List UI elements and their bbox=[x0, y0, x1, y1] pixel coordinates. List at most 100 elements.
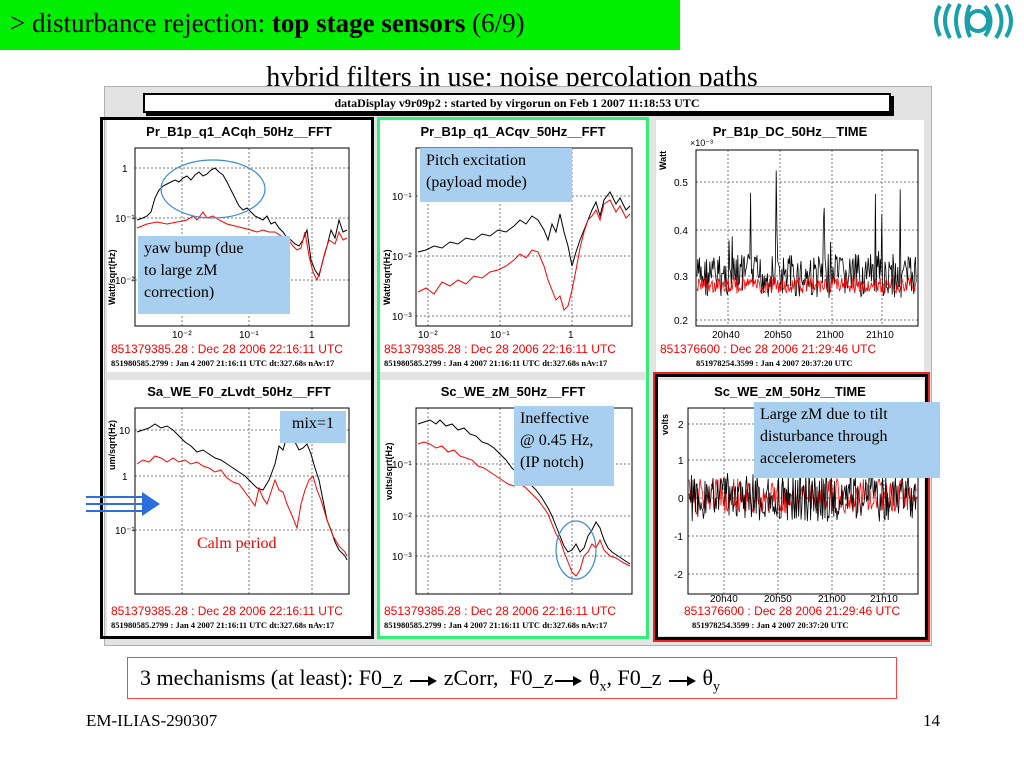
header-bar bbox=[0, 0, 680, 50]
frame-green-middle bbox=[377, 117, 649, 639]
x-tick: 10⁻¹ bbox=[490, 330, 510, 341]
title-bold: top stage sensors bbox=[271, 8, 466, 38]
y-tick: 10⁻² bbox=[392, 252, 412, 263]
y-tick: 10⁻² bbox=[115, 276, 135, 287]
page-number: 14 bbox=[923, 711, 940, 730]
plot-panel-3: Pr_B1p_DC_50Hz__TIME Watt ×10⁻³ 0.5 0.4 … bbox=[656, 120, 924, 372]
y-multiplier: ×10⁻³ bbox=[690, 138, 713, 148]
note-ineffective: Ineffective @ 0.45 Hz, (IP notch) bbox=[514, 406, 614, 486]
panel-title: Sa_WE_F0_zLvdt_50Hz__FFT bbox=[147, 384, 331, 399]
panel-footer-red: 851376600 : Dec 28 2006 21:29:46 UTC bbox=[660, 342, 877, 356]
panel-footer-black: 851980585.2799 : Jan 4 2007 21:16:11 UTC… bbox=[111, 620, 335, 630]
x-tick: 20h40 bbox=[712, 330, 740, 341]
note-line: correction) bbox=[144, 284, 215, 301]
y-tick: 10⁻¹ bbox=[115, 214, 135, 225]
arrow-right-icon bbox=[553, 660, 583, 700]
y-tick: 1 bbox=[122, 472, 128, 483]
y-axis-label: volts/sqrt(Hz) bbox=[384, 442, 394, 500]
y-tick: 0 bbox=[678, 494, 684, 505]
panel-title: Pr_B1p_q1_ACqv_50Hz__FFT bbox=[420, 124, 606, 139]
note-line: yaw bump (due bbox=[144, 240, 244, 257]
note-line: (payload mode) bbox=[426, 174, 527, 191]
note-line: Ineffective bbox=[520, 410, 589, 427]
x-tick: 1 bbox=[568, 330, 574, 341]
mech-target: θ bbox=[588, 665, 600, 690]
x-tick: 21h00 bbox=[818, 594, 846, 605]
y-axis-label: Watt/sqrt(Hz) bbox=[382, 249, 392, 305]
frame-black-left bbox=[100, 117, 374, 639]
panel-footer-black: 851978254.3599 : Jan 4 2007 20:37:20 UTC bbox=[692, 620, 849, 630]
mech-source: F0_z bbox=[617, 665, 662, 690]
panel-title: Sc_WE_zM_50Hz__TIME bbox=[714, 384, 866, 399]
x-tick: 10⁻² bbox=[172, 330, 192, 341]
slide-title: > disturbance rejection: top stage senso… bbox=[10, 8, 525, 39]
x-tick: 20h40 bbox=[710, 594, 738, 605]
x-tick: 21h00 bbox=[816, 330, 844, 341]
panel-footer-red: 851379385.28 : Dec 28 2006 22:16:11 UTC bbox=[111, 342, 343, 356]
panel-title: Sc_WE_zM_50Hz__FFT bbox=[440, 384, 586, 399]
virgo-logo bbox=[934, 2, 1013, 40]
calm-period-label: Calm period bbox=[197, 535, 277, 552]
note-large-zm: Large zM due to tilt disturbance through… bbox=[754, 402, 940, 478]
note-pitch-excitation: Pitch excitation (payload mode) bbox=[420, 148, 572, 202]
mech-source: F0_z bbox=[509, 665, 554, 690]
y-tick: 0.2 bbox=[674, 316, 688, 327]
data-display-title: dataDisplay v9r09p2 : started by virgoru… bbox=[143, 93, 891, 113]
y-axis-label: um/sqrt(Hz) bbox=[107, 420, 117, 470]
y-axis-label: volts bbox=[660, 414, 670, 435]
y-tick: 10⁻¹ bbox=[392, 192, 412, 203]
frame-black-red-right bbox=[653, 372, 930, 642]
panel-footer-red: 851379385.28 : Dec 28 2006 22:16:11 UTC bbox=[111, 604, 343, 618]
x-tick: 20h50 bbox=[764, 330, 792, 341]
note-line: to large zM bbox=[144, 262, 218, 279]
x-tick: 21h10 bbox=[870, 594, 898, 605]
x-tick: 10⁻¹ bbox=[239, 330, 259, 341]
title-page: (6/9) bbox=[465, 8, 525, 38]
y-tick: 10⁻² bbox=[392, 512, 412, 523]
y-tick: 2 bbox=[678, 420, 684, 431]
mech-subscript: y bbox=[713, 679, 721, 695]
triple-arrow-icon bbox=[86, 492, 160, 516]
y-tick: 0.3 bbox=[674, 272, 688, 283]
y-tick: 10⁻³ bbox=[392, 312, 412, 323]
title-prefix: > bbox=[10, 8, 32, 38]
y-axis-label: Watt bbox=[658, 151, 668, 170]
panel-title: Pr_B1p_q1_ACqh_50Hz__FFT bbox=[146, 124, 332, 139]
footer-left: EM-ILIAS-290307 bbox=[86, 711, 218, 730]
mechanisms-box: 3 mechanisms (at least): F0_z zCorr, F0_… bbox=[127, 657, 897, 699]
note-line: accelerometers bbox=[760, 450, 856, 467]
panel-title: Pr_B1p_DC_50Hz__TIME bbox=[712, 124, 868, 139]
note-line: disturbance through bbox=[760, 428, 888, 445]
y-tick: 0.4 bbox=[674, 226, 688, 237]
y-tick: 10⁻¹ bbox=[115, 526, 135, 537]
arrow-right-icon bbox=[667, 660, 697, 700]
note-line: Pitch excitation bbox=[426, 152, 526, 169]
note-line: @ 0.45 Hz, bbox=[520, 432, 594, 449]
y-tick: 10 bbox=[119, 426, 131, 437]
note-yaw-bump: yaw bump (due to large zM correction) bbox=[138, 236, 290, 314]
panel-footer-black: 851978254.3599 : Jan 4 2007 20:37:20 UTC bbox=[696, 358, 853, 368]
mech-target: θ bbox=[702, 665, 714, 690]
panel-footer-red: 851376600 : Dec 28 2006 21:29:46 UTC bbox=[684, 604, 901, 618]
mech-subscript: x bbox=[599, 679, 607, 695]
note-mix: mix=1 bbox=[280, 411, 346, 443]
title-main: disturbance rejection: bbox=[31, 8, 272, 38]
note-line: Large zM due to tilt bbox=[760, 406, 888, 423]
panel-footer-black: 851980585.2799 : Jan 4 2007 21:16:11 UTC… bbox=[384, 358, 608, 368]
y-tick: 10⁻¹ bbox=[392, 460, 412, 471]
y-tick: -2 bbox=[674, 570, 683, 581]
x-tick: 1 bbox=[309, 330, 315, 341]
y-tick: -1 bbox=[674, 532, 683, 543]
x-tick: 10⁻² bbox=[418, 330, 438, 341]
panel-footer-black: 851980585.2799 : Jan 4 2007 21:16:11 UTC… bbox=[384, 620, 608, 630]
y-tick: 10⁻³ bbox=[392, 552, 412, 563]
note-line: (IP notch) bbox=[520, 454, 584, 471]
panel-footer-red: 851379385.28 : Dec 28 2006 22:16:11 UTC bbox=[384, 342, 616, 356]
mech-target: zCorr, bbox=[443, 665, 499, 690]
x-tick: 20h50 bbox=[764, 594, 792, 605]
y-tick: 0.5 bbox=[674, 178, 688, 189]
y-axis-label: Watt/sqrt(Hz) bbox=[107, 249, 117, 305]
arrow-right-icon bbox=[408, 660, 438, 700]
plot-panel-1: Pr_B1p_q1_ACqh_50Hz__FFT Watt/sqrt(Hz) 1… bbox=[107, 120, 371, 372]
x-tick: 21h10 bbox=[866, 330, 894, 341]
